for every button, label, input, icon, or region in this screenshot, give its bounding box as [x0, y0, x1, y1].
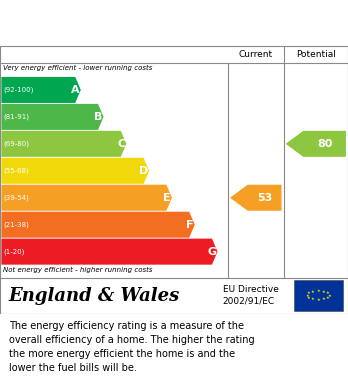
- Polygon shape: [1, 239, 218, 265]
- Text: Not energy efficient - higher running costs: Not energy efficient - higher running co…: [3, 267, 152, 273]
- Polygon shape: [1, 104, 104, 130]
- Bar: [294, 280, 343, 311]
- Polygon shape: [286, 131, 346, 157]
- Text: ★: ★: [322, 297, 326, 301]
- Text: ★: ★: [306, 294, 309, 298]
- Text: ★: ★: [317, 289, 320, 293]
- Text: The energy efficiency rating is a measure of the
overall efficiency of a home. T: The energy efficiency rating is a measur…: [9, 321, 254, 373]
- Text: ★: ★: [311, 297, 315, 301]
- Polygon shape: [1, 185, 172, 211]
- Polygon shape: [1, 131, 126, 157]
- Text: EU Directive
2002/91/EC: EU Directive 2002/91/EC: [223, 285, 279, 306]
- Text: G: G: [207, 247, 216, 256]
- Polygon shape: [1, 212, 195, 238]
- Text: England & Wales: England & Wales: [9, 287, 180, 305]
- Text: ★: ★: [317, 298, 320, 302]
- Text: 53: 53: [257, 193, 272, 203]
- Text: (92-100): (92-100): [3, 87, 34, 93]
- Text: ★: ★: [322, 290, 326, 294]
- Text: ★: ★: [311, 290, 315, 294]
- Text: ★: ★: [307, 296, 311, 300]
- Text: C: C: [117, 139, 125, 149]
- Text: A: A: [71, 85, 80, 95]
- Text: Current: Current: [239, 50, 273, 59]
- Text: B: B: [94, 112, 103, 122]
- Text: Potential: Potential: [296, 50, 336, 59]
- Text: ★: ★: [328, 294, 331, 298]
- Text: ★: ★: [307, 291, 311, 296]
- Text: (21-38): (21-38): [3, 221, 29, 228]
- Polygon shape: [230, 185, 282, 211]
- Text: (55-68): (55-68): [3, 167, 29, 174]
- Polygon shape: [1, 158, 149, 184]
- Text: D: D: [139, 166, 148, 176]
- Polygon shape: [1, 77, 81, 103]
- Text: ★: ★: [326, 296, 330, 300]
- Text: (39-54): (39-54): [3, 194, 29, 201]
- Text: (81-91): (81-91): [3, 114, 30, 120]
- Text: (1-20): (1-20): [3, 248, 25, 255]
- Text: E: E: [163, 193, 171, 203]
- Text: (69-80): (69-80): [3, 141, 30, 147]
- Text: F: F: [186, 220, 194, 230]
- Text: 80: 80: [317, 139, 332, 149]
- Text: ★: ★: [326, 291, 330, 296]
- Text: Energy Efficiency Rating: Energy Efficiency Rating: [9, 16, 230, 30]
- Text: Very energy efficient - lower running costs: Very energy efficient - lower running co…: [3, 65, 152, 72]
